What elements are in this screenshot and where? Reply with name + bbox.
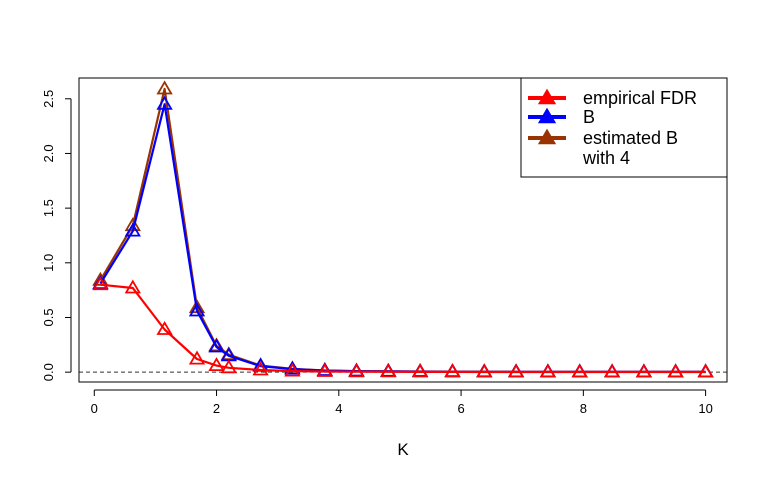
- data-point: [92, 276, 109, 291]
- data-point: [188, 350, 206, 365]
- y-tick-label: 1.5: [41, 199, 56, 217]
- data-point: [539, 363, 557, 378]
- axes-layer: 0 2 4 6 8 10 0.0 0.5 1.0 1.5 2.0 2.5: [41, 90, 713, 416]
- data-point: [208, 338, 225, 353]
- y-tick-label: 0.0: [41, 363, 56, 381]
- series-line: [100, 283, 706, 374]
- x-tick-label: 8: [580, 401, 587, 416]
- legend-swatch-marker: [537, 88, 557, 105]
- data-point: [156, 321, 173, 335]
- data-point: [188, 302, 206, 317]
- data-point: [156, 95, 173, 110]
- y-tick-label: 0.5: [41, 308, 56, 326]
- data-point: [476, 363, 493, 378]
- data-point: [124, 222, 141, 237]
- data-point: [571, 363, 588, 378]
- legend-label: with 4: [582, 148, 630, 168]
- data-point: [124, 279, 141, 294]
- data-point: [220, 359, 237, 374]
- x-tick-label: 4: [335, 401, 342, 416]
- data-point: [380, 363, 397, 378]
- y-tick-label: 2.5: [41, 90, 56, 108]
- series-layer: [92, 80, 714, 378]
- data-point: [507, 363, 525, 378]
- legend-box: [520, 77, 728, 178]
- series-2: [92, 276, 714, 378]
- x-tick-label: 2: [213, 401, 220, 416]
- data-point: [348, 363, 365, 378]
- legend-swatch-marker: [537, 128, 557, 145]
- data-point: [635, 363, 653, 378]
- data-point: [252, 361, 269, 376]
- data-point: [316, 363, 333, 377]
- data-point: [284, 362, 301, 377]
- data-point: [411, 363, 429, 378]
- data-point: [156, 80, 173, 95]
- y-tick-label: 1.0: [41, 254, 56, 272]
- x-axis-title: K: [397, 440, 409, 459]
- data-point: [444, 363, 461, 378]
- data-point: [603, 363, 621, 378]
- x-tick-label: 10: [698, 401, 712, 416]
- data-point: [208, 357, 225, 372]
- legend-label: B: [583, 107, 595, 127]
- x-tick-label: 0: [91, 401, 98, 416]
- data-point: [697, 363, 714, 378]
- legend-label: estimated B: [583, 128, 678, 148]
- legend-swatch-marker: [537, 107, 557, 124]
- data-point: [667, 363, 684, 378]
- legend-label: empirical FDR: [583, 88, 697, 108]
- y-tick-label: 2.0: [41, 144, 56, 162]
- x-tick-label: 6: [457, 401, 464, 416]
- plot-frame: [78, 77, 728, 383]
- data-point: [284, 360, 301, 375]
